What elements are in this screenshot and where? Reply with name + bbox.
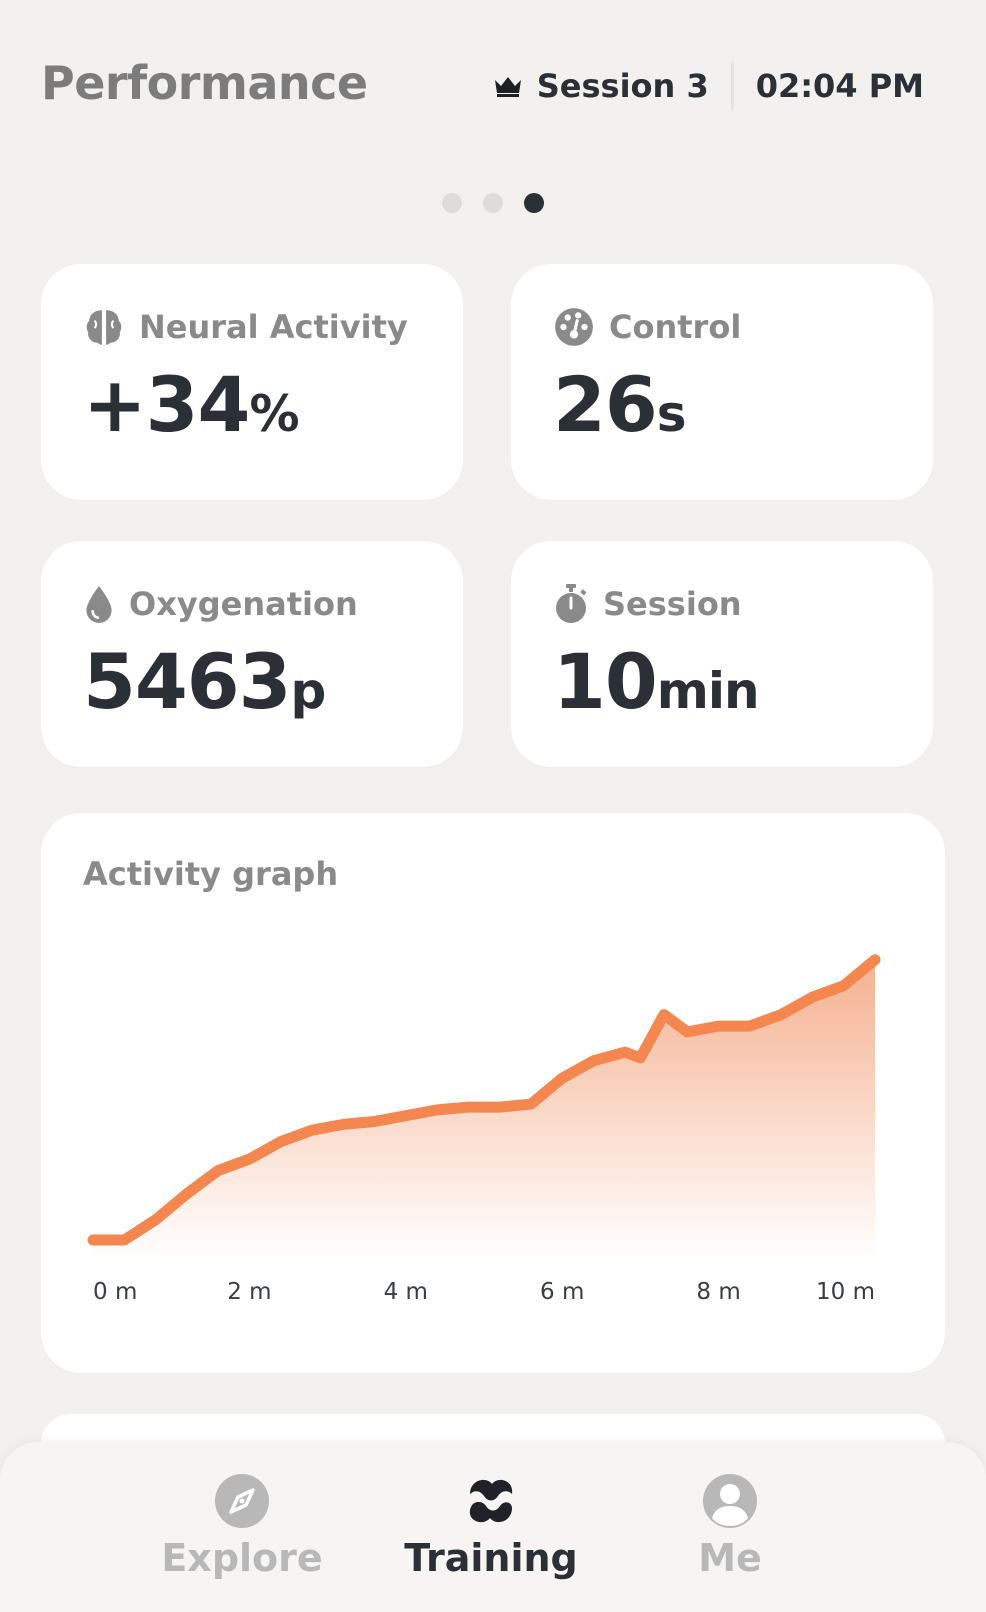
session-label: Session 3: [536, 67, 709, 105]
compass-icon: [215, 1474, 269, 1528]
stat-header: Neural Activity: [83, 306, 408, 348]
gauge-icon: [555, 308, 593, 346]
brain-icon: [86, 310, 122, 345]
x-tick-label: 2 m: [227, 1279, 271, 1305]
training-icon: [469, 1479, 513, 1523]
stat-unit: %: [249, 385, 299, 443]
session-info: Session 3 02:04 PM: [493, 62, 924, 110]
stat-unit: s: [656, 385, 687, 443]
tab-training[interactable]: Training: [404, 1472, 578, 1580]
tab-label: Me: [698, 1536, 762, 1580]
stat-label: Neural Activity: [139, 308, 408, 346]
stat-number: 5463: [83, 637, 292, 726]
x-tick-label: 10 m: [816, 1279, 875, 1305]
stopwatch-icon: [556, 584, 587, 623]
bottom-tab-bar: Explore Training Me: [0, 1442, 986, 1612]
graph-title: Activity graph: [83, 855, 339, 893]
x-tick-label: 0 m: [93, 1279, 137, 1305]
stat-card-control[interactable]: Control 26s: [511, 264, 933, 500]
stat-header: Session: [553, 583, 742, 625]
stat-label: Control: [609, 308, 742, 346]
stat-card-oxygenation[interactable]: Oxygenation 5463p: [41, 541, 463, 767]
stat-value: 10min: [553, 637, 760, 726]
chart-series-line: [87, 954, 881, 1246]
stat-label: Oxygenation: [129, 585, 358, 623]
page-dot-1[interactable]: [442, 193, 462, 213]
tab-explore[interactable]: Explore: [161, 1472, 323, 1580]
header-divider: [730, 62, 734, 110]
user-icon: [703, 1474, 757, 1528]
page-dot-2[interactable]: [483, 193, 503, 213]
clock-time: 02:04 PM: [755, 67, 924, 105]
stat-unit: p: [290, 662, 327, 720]
drop-icon: [86, 586, 112, 623]
tab-label: Training: [404, 1536, 578, 1580]
stat-value: 5463p: [83, 637, 327, 726]
tab-me[interactable]: Me: [686, 1472, 774, 1580]
header: Performance Session 3 02:04 PM: [0, 0, 986, 160]
page-indicator: [0, 193, 986, 213]
stat-header: Control: [553, 306, 741, 348]
stat-card-neural-activity[interactable]: Neural Activity +34%: [41, 264, 463, 500]
stat-label: Session: [603, 585, 742, 623]
stat-unit: min: [656, 662, 760, 720]
stat-card-session[interactable]: Session 10min: [511, 541, 933, 767]
activity-graph-card: Activity graph 0 m 2 m 4 m 6 m 8 m 10 m: [41, 813, 945, 1373]
x-tick-label: 4 m: [384, 1279, 428, 1305]
activity-chart: 0 m 2 m 4 m 6 m 8 m 10 m: [87, 954, 881, 1305]
stat-value: 26s: [553, 360, 687, 449]
x-tick-label: 8 m: [696, 1279, 740, 1305]
stat-number: 10: [553, 637, 658, 726]
crown-icon: [494, 77, 521, 97]
stat-value: +34%: [83, 360, 300, 449]
stat-header: Oxygenation: [83, 583, 358, 625]
page-title: Performance: [41, 56, 368, 110]
stat-number: 26: [553, 360, 658, 449]
x-tick-label: 6 m: [540, 1279, 584, 1305]
page-dot-3-active[interactable]: [524, 193, 544, 213]
stat-number: +34: [83, 360, 250, 449]
tab-label: Explore: [161, 1536, 323, 1580]
